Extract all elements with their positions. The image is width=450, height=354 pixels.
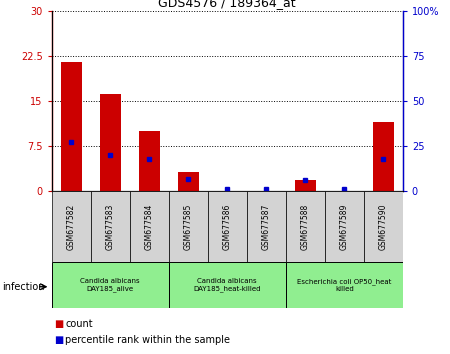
- Text: ■: ■: [54, 319, 63, 329]
- Text: GSM677584: GSM677584: [145, 203, 154, 250]
- FancyBboxPatch shape: [52, 262, 169, 308]
- Text: GSM677590: GSM677590: [379, 203, 388, 250]
- FancyBboxPatch shape: [130, 191, 169, 262]
- Text: ■: ■: [54, 335, 63, 345]
- Text: GSM677587: GSM677587: [262, 203, 271, 250]
- Bar: [373, 122, 394, 191]
- Text: GSM677586: GSM677586: [223, 203, 232, 250]
- FancyBboxPatch shape: [286, 191, 325, 262]
- Text: Candida albicans
DAY185_heat-killed: Candida albicans DAY185_heat-killed: [194, 278, 261, 292]
- FancyBboxPatch shape: [208, 191, 247, 262]
- FancyBboxPatch shape: [91, 191, 130, 262]
- Text: count: count: [65, 319, 93, 329]
- FancyBboxPatch shape: [169, 191, 208, 262]
- Text: GSM677589: GSM677589: [340, 203, 349, 250]
- FancyBboxPatch shape: [247, 191, 286, 262]
- Bar: [99, 94, 121, 191]
- Text: GSM677582: GSM677582: [67, 204, 76, 250]
- FancyBboxPatch shape: [286, 262, 403, 308]
- FancyBboxPatch shape: [52, 191, 91, 262]
- Bar: [60, 62, 82, 191]
- Title: GDS4576 / 189364_at: GDS4576 / 189364_at: [158, 0, 296, 10]
- Bar: [139, 131, 160, 191]
- Text: infection: infection: [2, 282, 45, 292]
- Text: GSM677585: GSM677585: [184, 203, 193, 250]
- Bar: [294, 180, 316, 191]
- Text: GSM677588: GSM677588: [301, 204, 310, 250]
- Text: Candida albicans
DAY185_alive: Candida albicans DAY185_alive: [81, 278, 140, 292]
- Text: Escherichia coli OP50_heat
killed: Escherichia coli OP50_heat killed: [297, 278, 392, 292]
- Text: GSM677583: GSM677583: [106, 203, 115, 250]
- Bar: [177, 172, 199, 191]
- FancyBboxPatch shape: [364, 191, 403, 262]
- FancyBboxPatch shape: [325, 191, 364, 262]
- FancyBboxPatch shape: [169, 262, 286, 308]
- Text: percentile rank within the sample: percentile rank within the sample: [65, 335, 230, 345]
